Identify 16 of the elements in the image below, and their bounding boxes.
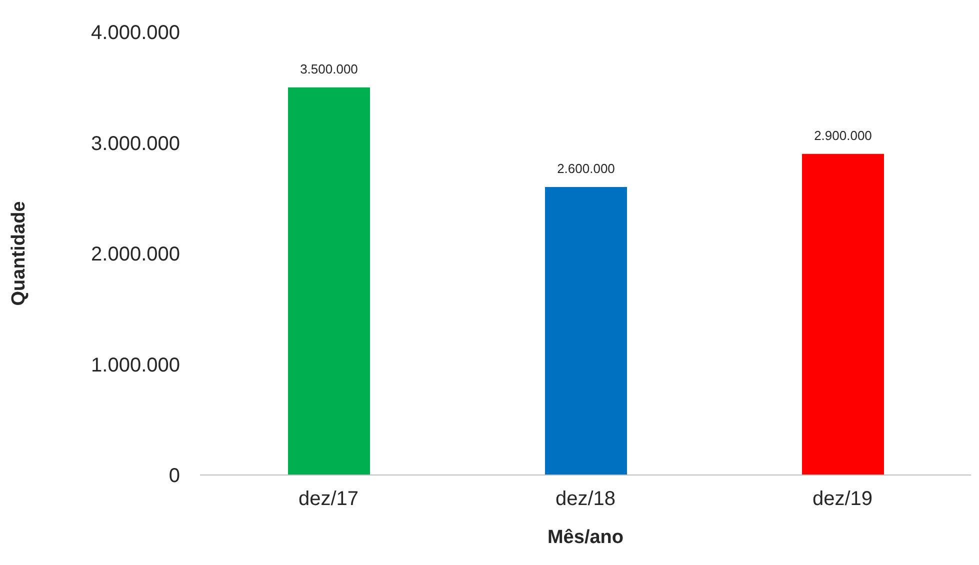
y-tick-label: 4.000.000 xyxy=(91,22,180,44)
data-label: 2.900.000 xyxy=(814,128,872,143)
y-tick-label: 3.000.000 xyxy=(91,132,180,155)
y-axis-title: Quantidade xyxy=(8,201,30,306)
x-tick-label: dez/19 xyxy=(812,488,873,510)
bar xyxy=(288,87,370,475)
x-axis-title: Mês/ano xyxy=(547,527,624,548)
data-label: 3.500.000 xyxy=(300,61,358,76)
x-tick-label: dez/18 xyxy=(555,488,616,510)
y-tick-label: 2.000.000 xyxy=(91,244,180,266)
bar xyxy=(802,154,884,475)
bar xyxy=(545,187,627,475)
data-label: 2.600.000 xyxy=(557,161,615,176)
y-tick-label: 0 xyxy=(168,465,180,488)
y-tick-label: 1.000.000 xyxy=(91,354,180,376)
x-tick-label: dez/17 xyxy=(298,488,359,510)
